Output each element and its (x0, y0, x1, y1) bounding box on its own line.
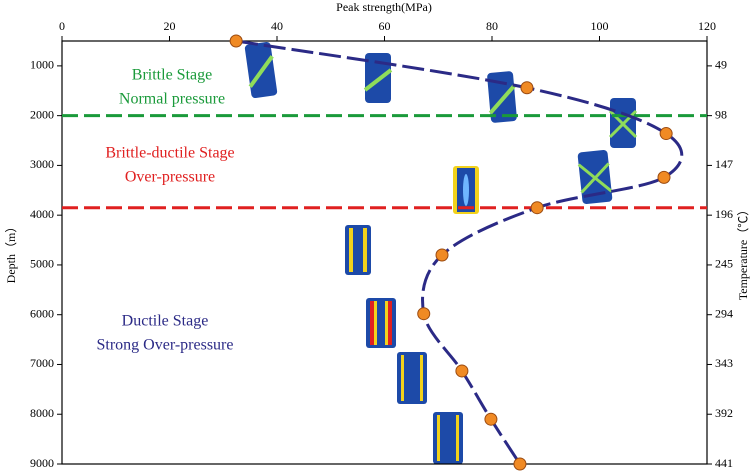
y2-axis-title: Temperature（℃） (736, 204, 750, 300)
y-tick-label: 9000 (30, 456, 54, 470)
x-tick-label: 60 (379, 19, 391, 33)
y-tick-label: 1000 (30, 58, 54, 72)
data-point (513, 457, 527, 471)
x-tick-label: 0 (59, 19, 65, 33)
data-point (484, 412, 498, 426)
y-axis-title: Depth（m） (4, 221, 18, 284)
y-tick-label: 2000 (30, 107, 54, 121)
y-tick-label: 4000 (30, 207, 54, 221)
stage-label: Brittle Stage (132, 67, 212, 84)
data-point (520, 81, 534, 95)
y2-tick-label: 294 (715, 306, 733, 320)
x-tick-label: 20 (164, 19, 176, 33)
y2-tick-label: 49 (715, 58, 727, 72)
y-tick-label: 5000 (30, 257, 54, 271)
y-tick-label: 6000 (30, 306, 54, 320)
y2-tick-label: 343 (715, 356, 733, 370)
y-tick-label: 8000 (30, 406, 54, 420)
data-point (417, 307, 431, 321)
data-point (530, 201, 544, 215)
y2-tick-label: 147 (715, 157, 733, 171)
y2-tick-label: 245 (715, 257, 733, 271)
x-tick-label: 120 (698, 19, 716, 33)
y2-tick-label: 392 (715, 406, 733, 420)
stage-label: Over-pressure (125, 169, 215, 186)
stage-label: Brittle-ductile Stage (105, 145, 234, 162)
y2-tick-label: 196 (715, 207, 733, 221)
y2-tick-label: 441 (715, 456, 733, 470)
data-point (657, 170, 671, 184)
x-tick-label: 40 (271, 19, 283, 33)
data-point (455, 364, 469, 378)
specimen-icons (244, 41, 638, 464)
y-tick-label: 7000 (30, 356, 54, 370)
x-tick-label: 100 (591, 19, 609, 33)
x-axis-title: Peak strength(MPa) (336, 0, 432, 14)
x-tick-label: 80 (486, 19, 498, 33)
stage-label: Normal pressure (119, 91, 225, 108)
stage-label: Ductile Stage (122, 313, 209, 330)
data-point (229, 34, 243, 48)
stage-label: Strong Over-pressure (97, 337, 234, 354)
data-point (659, 127, 673, 141)
data-point (435, 248, 449, 262)
y2-tick-label: 98 (715, 107, 727, 121)
y-tick-label: 3000 (30, 157, 54, 171)
